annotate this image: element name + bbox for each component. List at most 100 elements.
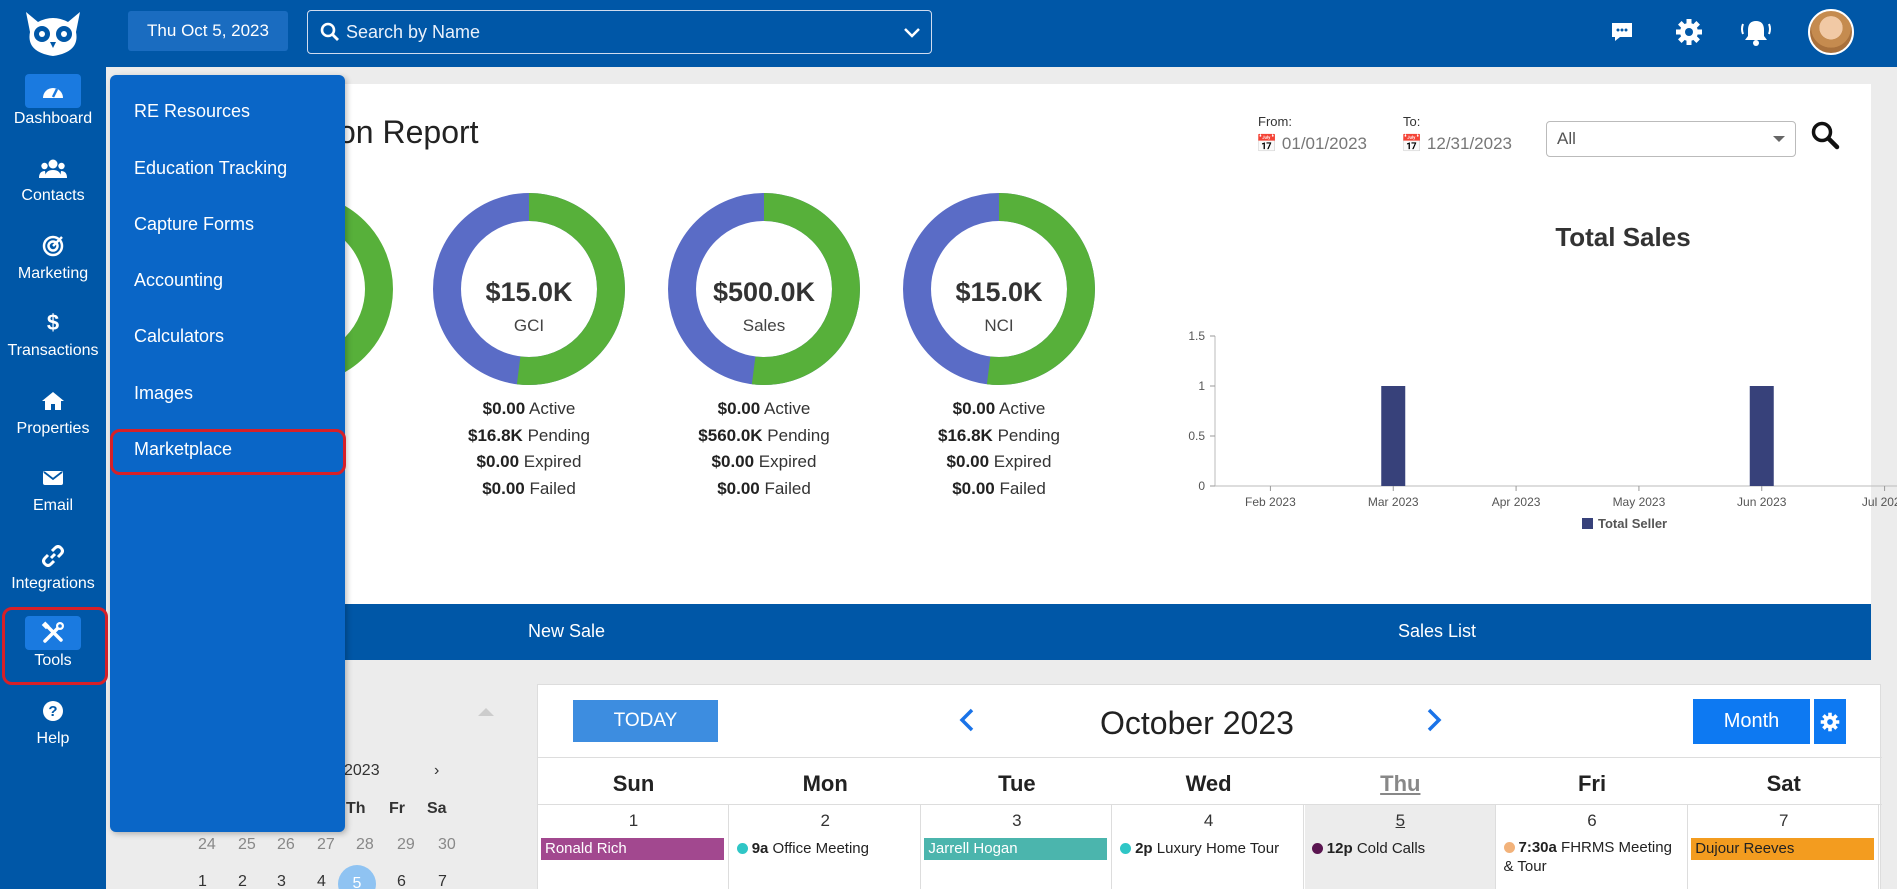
gear-icon [1820,712,1840,731]
event-title: Ronald Rich [545,840,627,857]
day-number[interactable]: 2 [820,811,830,830]
nav-tools[interactable]: Tools [0,616,106,690]
day-number[interactable]: 1 [628,811,639,830]
mini-calendar-next[interactable]: › [434,762,440,779]
nav-email[interactable]: Email [0,461,106,535]
mini-calendar-today[interactable]: 5 [338,865,376,889]
y-tick-label: 0.5 [1188,429,1205,443]
day-number[interactable]: 4 [1203,811,1214,830]
legend-label: Total Seller [1598,516,1667,531]
nav-label: Tools [34,652,72,669]
chat-icon[interactable] [1604,14,1640,50]
day-cell[interactable]: 5 12p Cold Calls [1304,805,1496,889]
calendar-event[interactable]: Dujour Reeves [1691,838,1875,860]
donut-label: NCI [984,316,1014,335]
calendar-event[interactable]: Ronald Rich [541,838,724,860]
day-number[interactable]: 7 [1778,811,1789,830]
stat-active: $0.00 Active [902,396,1096,423]
search-icon[interactable] [1810,120,1840,155]
donut-value: $15.0K [955,277,1043,307]
to-date-field[interactable]: 📅 12/31/2023 [1401,134,1512,154]
calendar-settings-button[interactable] [1814,699,1846,744]
stat-label: Active [525,399,576,418]
day-of-week-header: Sun Mon Tue Wed Thu Fri Sat [538,757,1882,805]
tools-highlight-annotation [2,607,108,685]
stat-label: Pending [992,425,1060,445]
from-label: From: [1258,114,1292,129]
mini-calendar-day[interactable]: 29 [397,836,415,853]
user-avatar[interactable] [1808,9,1854,55]
from-date-field[interactable]: 📅 01/01/2023 [1256,134,1367,154]
mini-calendar-day[interactable]: 28 [356,836,374,853]
month-view-button[interactable]: Month [1693,699,1810,744]
stat-label: Failed [994,478,1046,498]
sales-list-link[interactable]: Sales List [1398,621,1477,641]
menu-item-education-tracking[interactable]: Education Tracking [134,158,288,178]
menu-item-calculators[interactable]: Calculators [134,326,225,346]
nav-integrations[interactable]: Integrations [0,539,106,613]
stat-value: $0.00 [711,452,755,471]
mini-calendar-day[interactable]: 3 [277,873,286,889]
day-cell[interactable]: 4 2p Luxury Home Tour [1113,805,1305,889]
mini-calendar-month: 2023 [344,762,380,779]
search-icon [320,22,340,47]
agent-filter-select[interactable]: All [1546,121,1796,157]
mini-calendar-day[interactable]: 25 [238,836,256,853]
day-number[interactable]: 5 [1395,811,1406,830]
mini-calendar-day[interactable]: 7 [438,873,447,889]
search-name-dropdown[interactable]: Search by Name [307,10,932,54]
calendar-event[interactable]: 9a Office Meeting [733,838,916,860]
current-date-button[interactable]: Thu Oct 5, 2023 [128,11,288,51]
nav-label: Help [36,730,70,747]
donut-ring [668,193,860,385]
menu-item-marketplace[interactable]: Marketplace [134,439,233,459]
day-cell[interactable]: 1 Ronald Rich [538,805,729,889]
menu-item-images[interactable]: Images [134,383,194,403]
calendar-event[interactable]: Jarrell Hogan [924,838,1108,860]
nav-dashboard[interactable]: Dashboard [0,74,106,148]
day-number[interactable]: 6 [1587,811,1597,830]
donut-ring [433,193,625,385]
mini-calendar-day[interactable]: 2 [238,873,247,889]
owl-logo-icon[interactable] [20,8,86,58]
day-cell[interactable]: 7 Dujour Reeves [1688,805,1880,889]
nav-help[interactable]: ? Help [0,694,106,768]
event-time: 7:30a [1518,839,1562,856]
menu-item-re-resources[interactable]: RE Resources [134,101,251,121]
nav-contacts[interactable]: Contacts [0,151,106,225]
calendar-event[interactable]: 2p Luxury Home Tour [1116,838,1299,860]
event-time: 12p [1326,840,1357,857]
day-cell[interactable]: 2 9a Office Meeting [730,805,921,889]
day-number[interactable]: 3 [1012,811,1022,830]
mini-calendar-day[interactable]: 24 [198,836,216,853]
stat-label: Failed [759,478,811,498]
gear-icon[interactable] [1671,14,1707,50]
menu-item-accounting[interactable]: Accounting [134,270,224,290]
nav-transactions[interactable]: $ Transactions [0,306,106,380]
day-cell[interactable]: 6 7:30a FHRMS Meeting & Tour [1497,805,1688,889]
marketing-icon [25,229,81,263]
mini-calendar-day[interactable]: 1 [198,873,207,889]
stat-value: $16.8K [938,425,993,445]
nav-properties[interactable]: Properties [0,384,106,458]
donut-ring [903,193,1095,385]
new-sale-link[interactable]: New Sale [528,621,606,641]
calendar-event[interactable]: 12p Cold Calls [1308,838,1491,860]
nav-marketing[interactable]: Marketing [0,229,106,303]
collapse-up-icon[interactable] [478,706,494,716]
menu-item-capture-forms[interactable]: Capture Forms [134,214,255,234]
calendar-event[interactable]: 7:30a FHRMS Meeting & Tour [1500,838,1683,878]
day-cell[interactable]: 3 Jarrell Hogan [921,805,1113,889]
mini-calendar-day[interactable]: 26 [277,836,295,853]
nav-label: Email [32,497,73,514]
mini-calendar-day[interactable]: 27 [317,836,335,853]
mini-calendar-day[interactable]: 6 [397,873,406,889]
report-title: on Report [338,114,479,150]
mini-calendar-day[interactable]: 30 [438,836,456,853]
stat-value: $0.00 [717,478,760,498]
prev-month-icon[interactable] [958,707,976,741]
mini-calendar-day[interactable]: 4 [317,873,326,889]
notification-bell-icon[interactable] [1738,14,1774,50]
next-month-icon[interactable] [1425,707,1443,741]
today-button[interactable]: TODAY [573,700,718,742]
